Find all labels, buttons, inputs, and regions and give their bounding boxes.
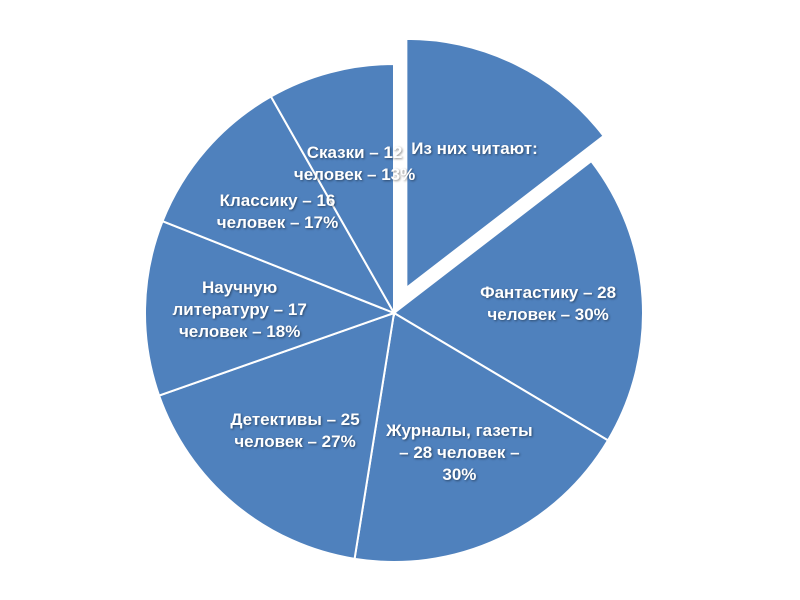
pie-slice <box>144 219 397 397</box>
slice-label: Журналы, газеты – 28 человек – 30% <box>386 420 533 484</box>
pie-slice <box>405 37 606 290</box>
pie-slice <box>161 95 397 315</box>
slice-label: Детективы – 25 человек – 27% <box>230 410 360 452</box>
pie-slice <box>353 311 610 563</box>
pie-slice <box>269 62 395 317</box>
pie-slice <box>157 311 396 561</box>
slice-label: Из них читают: <box>411 139 538 159</box>
slice-label: Классику – 16 человек – 17% <box>216 190 339 232</box>
slice-label: Фантастику – 28 человек – 30% <box>480 282 617 324</box>
slice-label: Сказки – 12 человек – 13% <box>293 142 416 184</box>
slice-label: Научную литературу – 17 человек – 18% <box>172 277 307 341</box>
pie-slice <box>392 159 644 442</box>
